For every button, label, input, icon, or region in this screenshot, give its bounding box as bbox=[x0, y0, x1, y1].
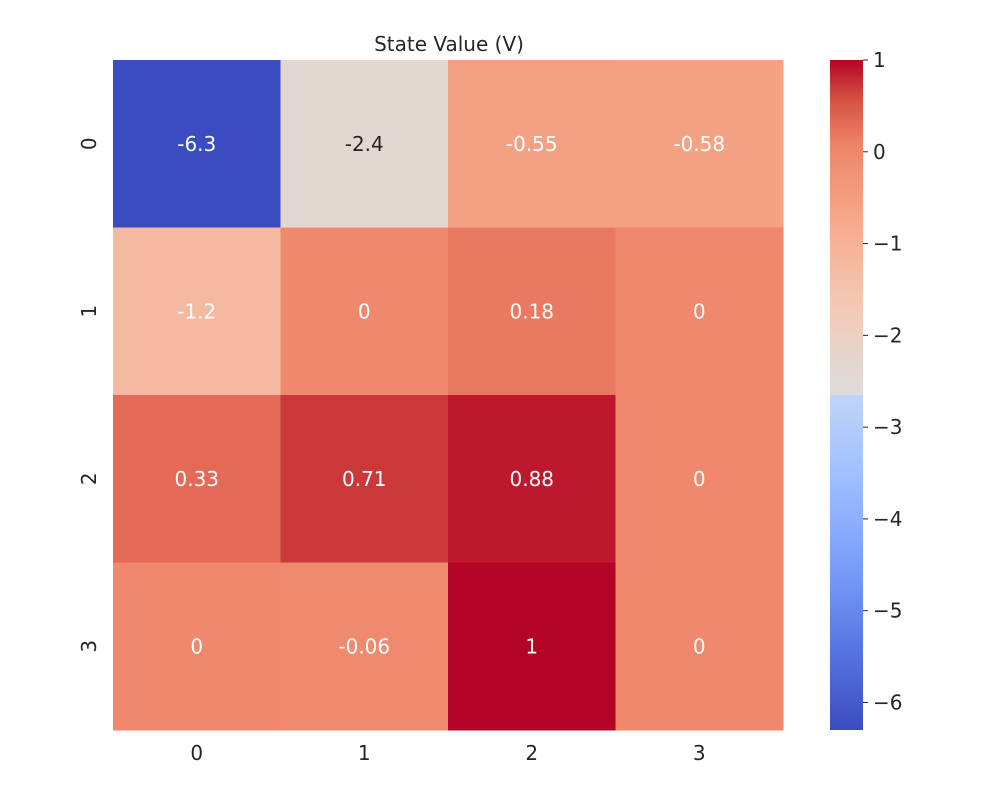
colorbar-tick-label: −3 bbox=[873, 415, 902, 439]
heatmap-cell bbox=[113, 60, 281, 228]
cell-annotation: -6.3 bbox=[177, 132, 216, 156]
heatmap-cell bbox=[615, 562, 784, 731]
colorbar-tick-label: −1 bbox=[873, 232, 902, 256]
colorbar-tick-label: 1 bbox=[873, 48, 886, 72]
cell-annotation: 0.18 bbox=[509, 299, 554, 323]
heatmap-cell bbox=[113, 227, 281, 396]
cell-annotation: 0.33 bbox=[174, 467, 219, 491]
x-tick-label: 0 bbox=[190, 741, 203, 765]
heatmap-cell bbox=[280, 395, 449, 563]
colorbar-tick-label: −6 bbox=[873, 690, 902, 714]
x-tick-label: 1 bbox=[358, 741, 371, 765]
heatmap-cell bbox=[448, 562, 616, 731]
cell-annotation: 0.88 bbox=[509, 467, 554, 491]
colorbar-ticks: 1 0 −1 −2 −3 −4 −5 −6 bbox=[863, 48, 902, 714]
cell-annotation: -0.58 bbox=[673, 132, 725, 156]
heatmap-cell bbox=[280, 227, 449, 396]
cell-annotation: -1.2 bbox=[177, 299, 216, 323]
y-tick-label: 3 bbox=[77, 640, 101, 653]
x-axis-ticks: 0 1 2 3 bbox=[190, 741, 705, 765]
heatmap-cells: -6.3 -2.4 -0.55 -0.58 -1.2 0 0.18 0 0.33 0.71 0.88… bbox=[113, 60, 784, 731]
x-tick-label: 3 bbox=[693, 741, 706, 765]
colorbar bbox=[830, 60, 863, 730]
colorbar-tick-label: −2 bbox=[873, 323, 902, 347]
cell-annotation: -0.06 bbox=[338, 634, 390, 658]
cell-annotation: -0.55 bbox=[506, 132, 558, 156]
y-tick-label: 1 bbox=[77, 305, 101, 318]
heatmap-cell bbox=[280, 562, 449, 731]
colorbar-tick-label: −5 bbox=[873, 599, 902, 623]
heatmap-cell bbox=[615, 60, 784, 228]
y-tick-label: 2 bbox=[77, 472, 101, 485]
heatmap-cell bbox=[615, 395, 784, 563]
cell-annotation: 0 bbox=[693, 467, 706, 491]
colorbar-tick-label: −4 bbox=[873, 507, 902, 531]
cell-annotation: 0 bbox=[190, 634, 203, 658]
heatmap-cell bbox=[448, 395, 616, 563]
cell-annotation: 0.71 bbox=[342, 467, 387, 491]
heatmap-cell bbox=[113, 395, 281, 563]
cell-annotation: 0 bbox=[358, 299, 371, 323]
y-axis-ticks: 0 1 2 3 bbox=[77, 137, 101, 652]
chart-title: State Value (V) bbox=[374, 32, 524, 56]
heatmap-cell bbox=[280, 60, 449, 228]
colorbar-tick-label: 0 bbox=[873, 140, 886, 164]
cell-annotation: 0 bbox=[693, 299, 706, 323]
heatmap-cell bbox=[448, 60, 616, 228]
cell-annotation: 0 bbox=[693, 634, 706, 658]
heatmap-cell bbox=[615, 227, 784, 396]
x-tick-label: 2 bbox=[525, 741, 538, 765]
heatmap-cell bbox=[113, 562, 281, 731]
cell-annotation: -2.4 bbox=[345, 132, 384, 156]
heatmap-cell bbox=[448, 227, 616, 396]
cell-annotation: 1 bbox=[525, 634, 538, 658]
y-tick-label: 0 bbox=[77, 137, 101, 150]
